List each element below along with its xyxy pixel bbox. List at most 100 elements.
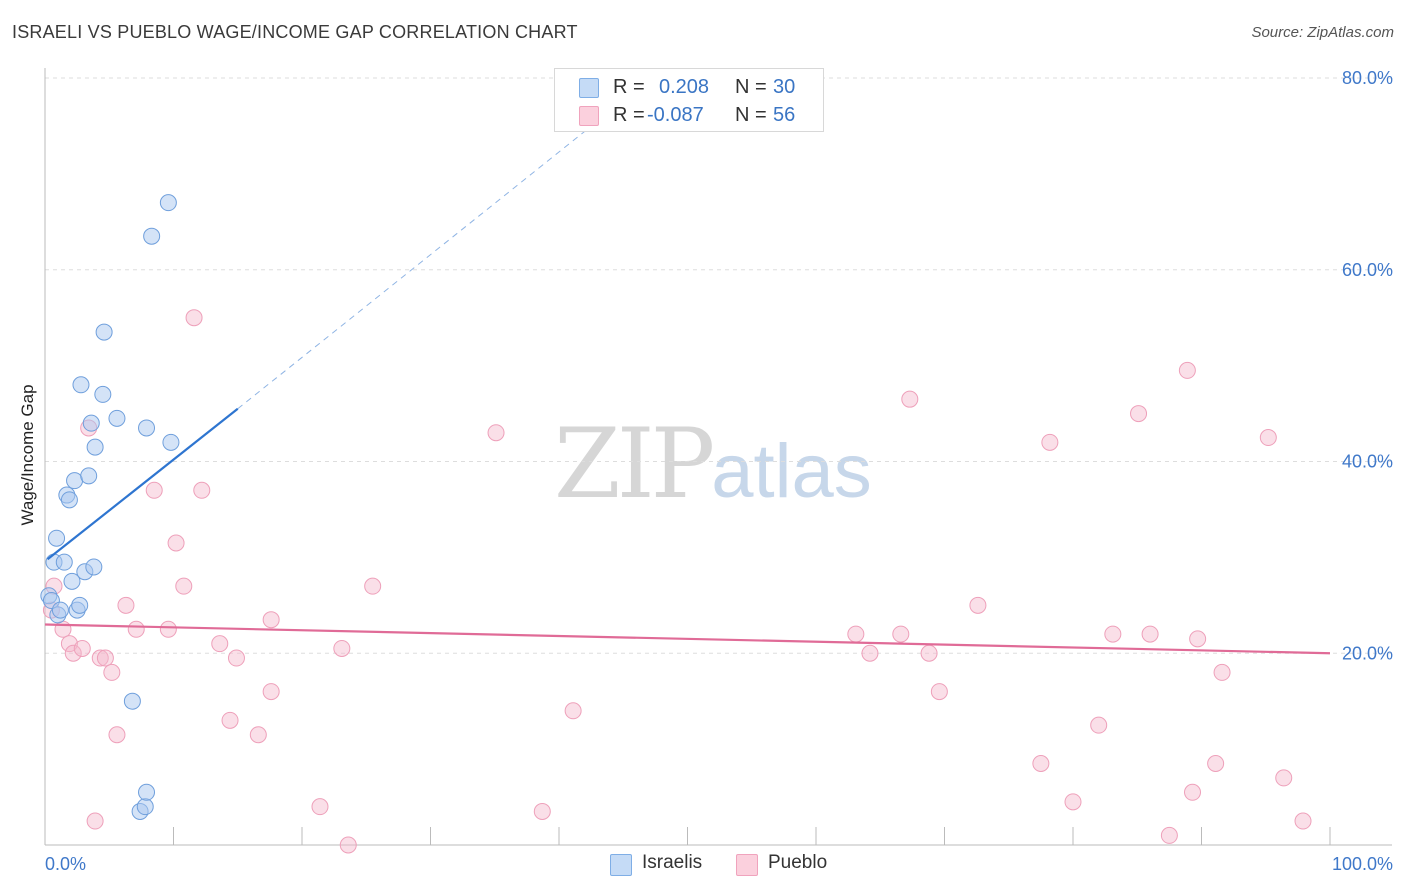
legend-israelis-swatch (610, 854, 632, 876)
israelis-point (63, 572, 81, 590)
pueblo-point (1130, 405, 1148, 423)
pueblo-point (211, 635, 229, 653)
legend: Israelis Pueblo (0, 850, 1406, 878)
pueblo-point (86, 812, 104, 830)
legend-pueblo-label: Pueblo (768, 852, 828, 873)
israelis-trend-extension (237, 120, 598, 410)
pueblo-point (117, 596, 135, 614)
israelis-point (60, 491, 78, 509)
pueblo-point (1207, 755, 1225, 773)
stats-row-israelis: R = 0.208 N = 30 (555, 73, 823, 101)
pueblo-point (892, 625, 910, 643)
y-tick-label-80: 80.0% (1342, 68, 1393, 88)
pueblo-r-label: R = (613, 104, 645, 126)
pueblo-trend-line (44, 623, 1331, 655)
pueblo-point (901, 390, 919, 408)
pueblo-point (920, 644, 938, 662)
y-tick-label-40: 40.0% (1342, 452, 1393, 472)
israelis-point (136, 798, 154, 816)
pueblo-point (333, 639, 351, 657)
pueblo-point (1160, 826, 1178, 844)
stats-row-pueblo: R = -0.087 N = 56 (555, 101, 823, 129)
israelis-point (95, 323, 113, 341)
pueblo-point (249, 726, 267, 744)
israelis-point (55, 553, 73, 571)
legend-pueblo-swatch (736, 854, 758, 876)
pueblo-point (1090, 716, 1108, 734)
pueblo-point (60, 635, 78, 653)
pueblo-point (167, 534, 185, 552)
israelis-point (72, 376, 90, 394)
pueblo-point (487, 424, 505, 442)
israelis-point (123, 692, 141, 710)
israelis-point (159, 194, 177, 212)
pueblo-point (221, 711, 239, 729)
pueblo-point (1032, 755, 1050, 773)
pueblo-point (564, 702, 582, 720)
pueblo-point (1259, 429, 1277, 447)
israelis-point (86, 438, 104, 456)
pueblo-point (1184, 783, 1202, 801)
pueblo-point (1141, 625, 1159, 643)
chart-title: ISRAELI VS PUEBLO WAGE/INCOME GAP CORREL… (12, 22, 578, 42)
y-tick-label-20: 20.0% (1342, 643, 1393, 663)
pueblo-point (364, 577, 382, 595)
pueblo-point (175, 577, 193, 595)
y-tick-label-60: 60.0% (1342, 260, 1393, 280)
pueblo-point (1104, 625, 1122, 643)
israelis-point (138, 419, 156, 437)
israelis-point (82, 414, 100, 432)
pueblo-point (1178, 361, 1196, 379)
pueblo-point (127, 620, 145, 638)
pueblo-point (227, 649, 245, 667)
pueblo-point (1294, 812, 1312, 830)
israelis-trend-line (46, 407, 239, 561)
pueblo-point (847, 625, 865, 643)
pueblo-point (930, 683, 948, 701)
israelis-point (51, 601, 69, 619)
source-note: Source: ZipAtlas.com (1251, 24, 1394, 41)
israelis-swatch (579, 78, 599, 98)
pueblo-n-value: 56 (773, 104, 796, 126)
x-tick-label-max: 100.0% (1332, 854, 1393, 874)
israelis-point (94, 385, 112, 403)
israelis-r-value: 0.208 (659, 76, 710, 98)
pueblo-point (1213, 663, 1231, 681)
pueblo-point (262, 683, 280, 701)
pueblo-point (145, 481, 163, 499)
pueblo-point (159, 620, 177, 638)
israelis-n-value: 30 (773, 76, 796, 98)
israelis-point (66, 472, 84, 490)
pueblo-point (969, 596, 987, 614)
pueblo-point (103, 663, 121, 681)
pueblo-point (262, 611, 280, 629)
pueblo-point (1275, 769, 1293, 787)
israelis-point (80, 467, 98, 485)
israelis-point (143, 227, 161, 245)
pueblo-point (533, 802, 551, 820)
pueblo-point (193, 481, 211, 499)
pueblo-point (861, 644, 879, 662)
israelis-r-label: R = (613, 76, 645, 98)
israelis-point (162, 433, 180, 451)
pueblo-point (91, 649, 109, 667)
pueblo-point (108, 726, 126, 744)
pueblo-swatch (579, 106, 599, 126)
pueblo-point (96, 649, 114, 667)
pueblo-point (64, 644, 82, 662)
pueblo-point (185, 309, 203, 327)
israelis-point (48, 529, 66, 547)
pueblo-point (73, 639, 91, 657)
israelis-point (71, 596, 89, 614)
pueblo-point (1189, 630, 1207, 648)
legend-israelis-label: Israelis (642, 852, 703, 873)
pueblo-point (1064, 793, 1082, 811)
pueblo-point (339, 836, 357, 854)
israelis-n-label: N = (735, 76, 767, 98)
pueblo-point (1041, 433, 1059, 451)
israelis-point (138, 783, 156, 801)
stats-legend-box: R = 0.208 N = 30 R = -0.087 N = 56 (554, 68, 824, 132)
pueblo-point (311, 798, 329, 816)
israelis-point (85, 558, 103, 576)
